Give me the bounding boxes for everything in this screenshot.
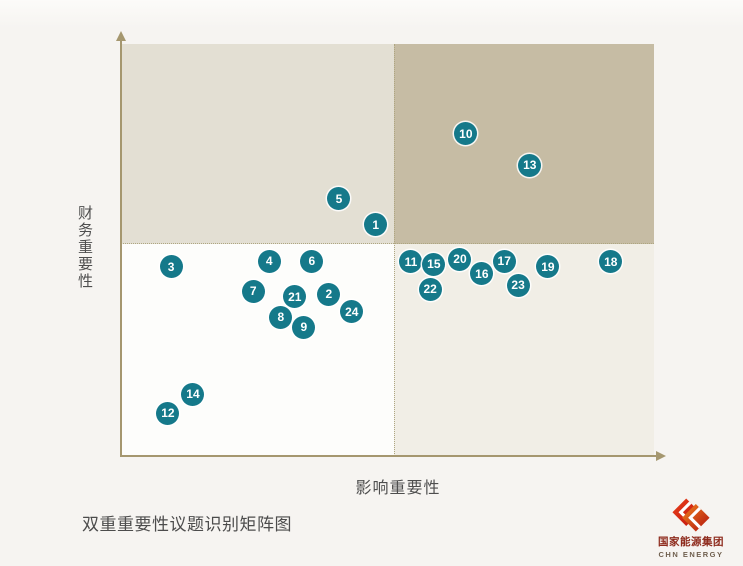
quadrant-top-left bbox=[121, 44, 394, 244]
matrix-point-2: 2 bbox=[317, 282, 341, 306]
chn-energy-logo: 国家能源集团 CHN ENERGY bbox=[643, 497, 739, 559]
matrix-point-15: 15 bbox=[422, 252, 446, 276]
x-axis-arrow-icon bbox=[656, 451, 666, 461]
matrix-point-19: 19 bbox=[536, 255, 560, 279]
matrix-point-6: 6 bbox=[300, 249, 324, 273]
matrix-point-8: 8 bbox=[269, 305, 293, 329]
chn-energy-emblem-icon bbox=[672, 498, 710, 532]
matrix-point-22: 22 bbox=[418, 277, 442, 301]
matrix-point-7: 7 bbox=[241, 279, 265, 303]
matrix-point-13: 13 bbox=[518, 153, 542, 177]
matrix-point-16: 16 bbox=[470, 262, 494, 286]
matrix-point-3: 3 bbox=[159, 255, 183, 279]
matrix-point-18: 18 bbox=[599, 250, 623, 274]
y-axis-arrow-icon bbox=[116, 31, 126, 41]
quadrant-divider-vertical bbox=[394, 44, 395, 456]
matrix-point-20: 20 bbox=[448, 247, 472, 271]
matrix-point-14: 14 bbox=[181, 382, 205, 406]
matrix-point-1: 1 bbox=[364, 213, 388, 237]
y-axis-line bbox=[120, 37, 122, 456]
logo-text-cn: 国家能源集团 bbox=[658, 536, 724, 548]
matrix-point-23: 23 bbox=[506, 273, 530, 297]
matrix-point-10: 10 bbox=[454, 122, 478, 146]
quadrant-divider-horizontal bbox=[121, 243, 654, 244]
figure-caption: 双重重要性议题识别矩阵图 bbox=[82, 515, 292, 534]
quadrant-top-right bbox=[394, 44, 654, 244]
matrix-point-17: 17 bbox=[492, 249, 516, 273]
quadrant-bottom-left bbox=[121, 244, 394, 456]
x-axis-label: 影响重要性 bbox=[355, 480, 441, 497]
matrix-point-11: 11 bbox=[399, 250, 423, 274]
matrix-point-9: 9 bbox=[292, 315, 316, 339]
matrix-point-12: 12 bbox=[156, 401, 180, 425]
matrix-point-4: 4 bbox=[257, 249, 281, 273]
matrix-point-21: 21 bbox=[283, 285, 307, 309]
y-axis-label: 财务重要性 bbox=[76, 205, 93, 290]
logo-text-en: CHN ENERGY bbox=[658, 550, 724, 559]
matrix-point-24: 24 bbox=[340, 300, 364, 324]
x-axis-line bbox=[120, 455, 660, 457]
matrix-point-5: 5 bbox=[327, 187, 351, 211]
